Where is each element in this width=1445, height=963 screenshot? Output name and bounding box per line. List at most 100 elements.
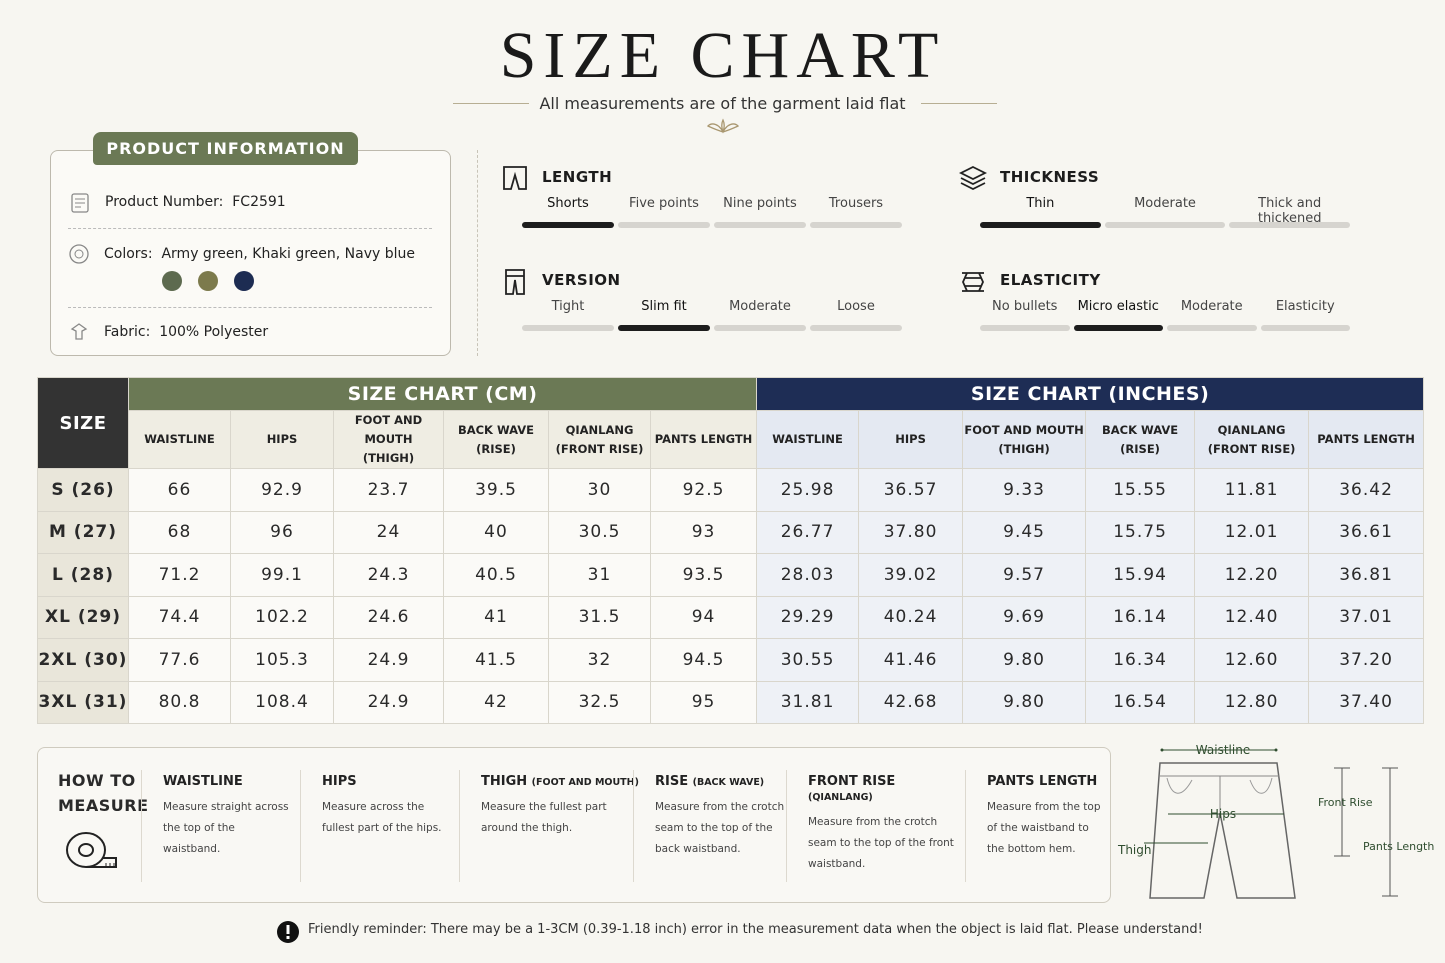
option-bar: [810, 325, 902, 331]
cm-cell: 31: [548, 553, 651, 597]
icon-shape: [505, 269, 525, 295]
option-bar: [618, 222, 710, 228]
inch-cell: 9.57: [962, 553, 1087, 597]
measure-text: Measure the fullest part around the thig…: [481, 801, 607, 834]
measure-item: PANTS LENGTH Measure from the top of the …: [987, 774, 1112, 860]
option-label: Moderate: [1180, 299, 1243, 314]
inch-cell: 16.54: [1085, 680, 1196, 724]
option-bar: [980, 222, 1101, 228]
measure-title: FRONT RISE (QIANLANG): [808, 774, 958, 804]
attribute-option: Micro elastic: [1073, 299, 1163, 331]
label: Colors:: [104, 246, 153, 262]
attribute-option: Trousers: [810, 196, 902, 228]
value: FC2591: [232, 194, 286, 210]
separator: [459, 770, 460, 882]
inch-cell: 11.81: [1194, 468, 1310, 512]
attribute-option: Slim fit: [618, 299, 710, 331]
option-bar: [714, 325, 806, 331]
attribute-options: Shorts Five points Nine points Trousers: [522, 196, 902, 228]
inch-cell: 12.01: [1194, 510, 1310, 554]
cm-cell: 74.4: [128, 595, 231, 639]
measure-text: Measure from the top of the waistband to…: [987, 801, 1101, 855]
cm-cell: 77.6: [128, 638, 231, 682]
option-label: Moderate: [1134, 196, 1196, 211]
cm-cell: 71.2: [128, 553, 231, 597]
rule: [921, 103, 997, 104]
inch-cell: 39.02: [858, 553, 964, 597]
cm-cell: 24.9: [333, 680, 444, 724]
attribute-option: Thick and thickened: [1229, 196, 1351, 228]
attribute-option: Five points: [618, 196, 710, 228]
column-name: WAISTLINE: [772, 432, 843, 446]
ornament: [706, 118, 740, 134]
cm-cell: 24: [333, 510, 444, 554]
table-row: M (27) 68 96 24 40 30.5 93 26.77 37.80 9.45 15.75 1…: [37, 510, 1425, 554]
measure-name: FRONT RISE: [808, 774, 896, 789]
column-name: FOOT AND MOUTH: [354, 413, 423, 446]
cm-cell: 94: [649, 595, 758, 639]
inch-cell: 15.55: [1085, 468, 1196, 512]
option-bar: [1167, 325, 1257, 331]
value: 100% Polyester: [159, 324, 269, 340]
cm-cell: 92.9: [230, 468, 334, 512]
column-name: HIPS: [895, 432, 926, 446]
option-label: Moderate: [729, 299, 791, 314]
inch-cell: 36.57: [858, 468, 964, 512]
value: Army green, Khaki green, Navy blue: [161, 246, 416, 262]
pants-length-label: Pants Length: [1363, 840, 1434, 853]
column-name: WAISTLINE: [144, 432, 215, 446]
option-bar: [1260, 325, 1350, 331]
table-row: S (26) 66 92.9 23.7 39.5 30 92.5 25.98 36.57 9.33…: [37, 468, 1425, 512]
measure-name: PANTS LENGTH: [987, 774, 1098, 789]
inch-cell: 9.80: [962, 680, 1087, 724]
cm-cell: 32.5: [548, 680, 651, 724]
inch-cell: 12.80: [1194, 680, 1310, 724]
column-sub: (RISE): [476, 441, 516, 456]
option-label: Loose: [837, 299, 875, 314]
column-header: PANTS LENGTH: [1308, 410, 1425, 469]
option-bar: [522, 222, 614, 228]
product-number-row: Product Number: FC2591: [105, 194, 286, 210]
how-to-measure: HOW TO MEASURE WAISTLINE Measure straight …: [37, 747, 1111, 903]
attribute-group: ELASTICITY No bullets Micro elastic Moderat…: [958, 271, 1378, 331]
column-sub: (FRONT RISE): [555, 441, 644, 456]
column-header: WAISTLINE: [756, 410, 860, 469]
table-row: L (28) 71.2 99.1 24.3 40.5 31 93.5 28.03 39.02 9.…: [37, 553, 1425, 597]
column-name: FOOT AND MOUTH: [964, 422, 1084, 437]
measure-title: HIPS: [322, 774, 452, 789]
option-bar: [522, 325, 614, 331]
measure-item: HIPS Measure across the fullest part of t…: [322, 774, 462, 839]
size-cell: 2XL (30): [37, 638, 129, 682]
cm-cell: 105.3: [230, 638, 334, 682]
option-label: Shorts: [547, 196, 589, 211]
thigh-label: Thigh: [1117, 843, 1152, 857]
line: HOW TO: [58, 771, 136, 790]
inch-cell: 29.29: [756, 595, 860, 639]
attribute-option: Moderate: [714, 299, 806, 331]
measure-text: Measure straight across the top of the w…: [163, 801, 289, 855]
column-name: BACK WAVE: [1102, 422, 1179, 437]
inch-cell: 9.33: [962, 468, 1087, 512]
attribute-option: Thin: [980, 196, 1101, 228]
icon: [69, 244, 89, 264]
option-label: Thin: [1026, 196, 1055, 211]
product-info-title: PRODUCT INFORMATION: [93, 132, 358, 165]
attribute-option: Nine points: [714, 196, 806, 228]
attribute-option: Moderate: [1104, 196, 1226, 228]
column-sub: (RISE): [1120, 441, 1160, 456]
inch-title: SIZE CHART (INCHES): [756, 377, 1425, 411]
option-bar: [1229, 222, 1351, 228]
option-bar: [618, 325, 710, 331]
measure-item: THIGH (FOOT AND MOUTH) Measure the fulles…: [481, 774, 651, 839]
title: SIZE CHART: [499, 19, 946, 92]
attribute-icon: [503, 166, 527, 190]
swatches: [162, 271, 254, 291]
option-bar: [714, 222, 806, 228]
icon-shape: [503, 166, 527, 190]
separator: [786, 770, 787, 882]
attribute-option: Tight: [522, 299, 614, 331]
measure-title: THIGH (FOOT AND MOUTH): [481, 774, 641, 789]
measure-title: RISE (BACK WAVE): [655, 774, 785, 789]
label: Product Number:: [105, 194, 224, 210]
